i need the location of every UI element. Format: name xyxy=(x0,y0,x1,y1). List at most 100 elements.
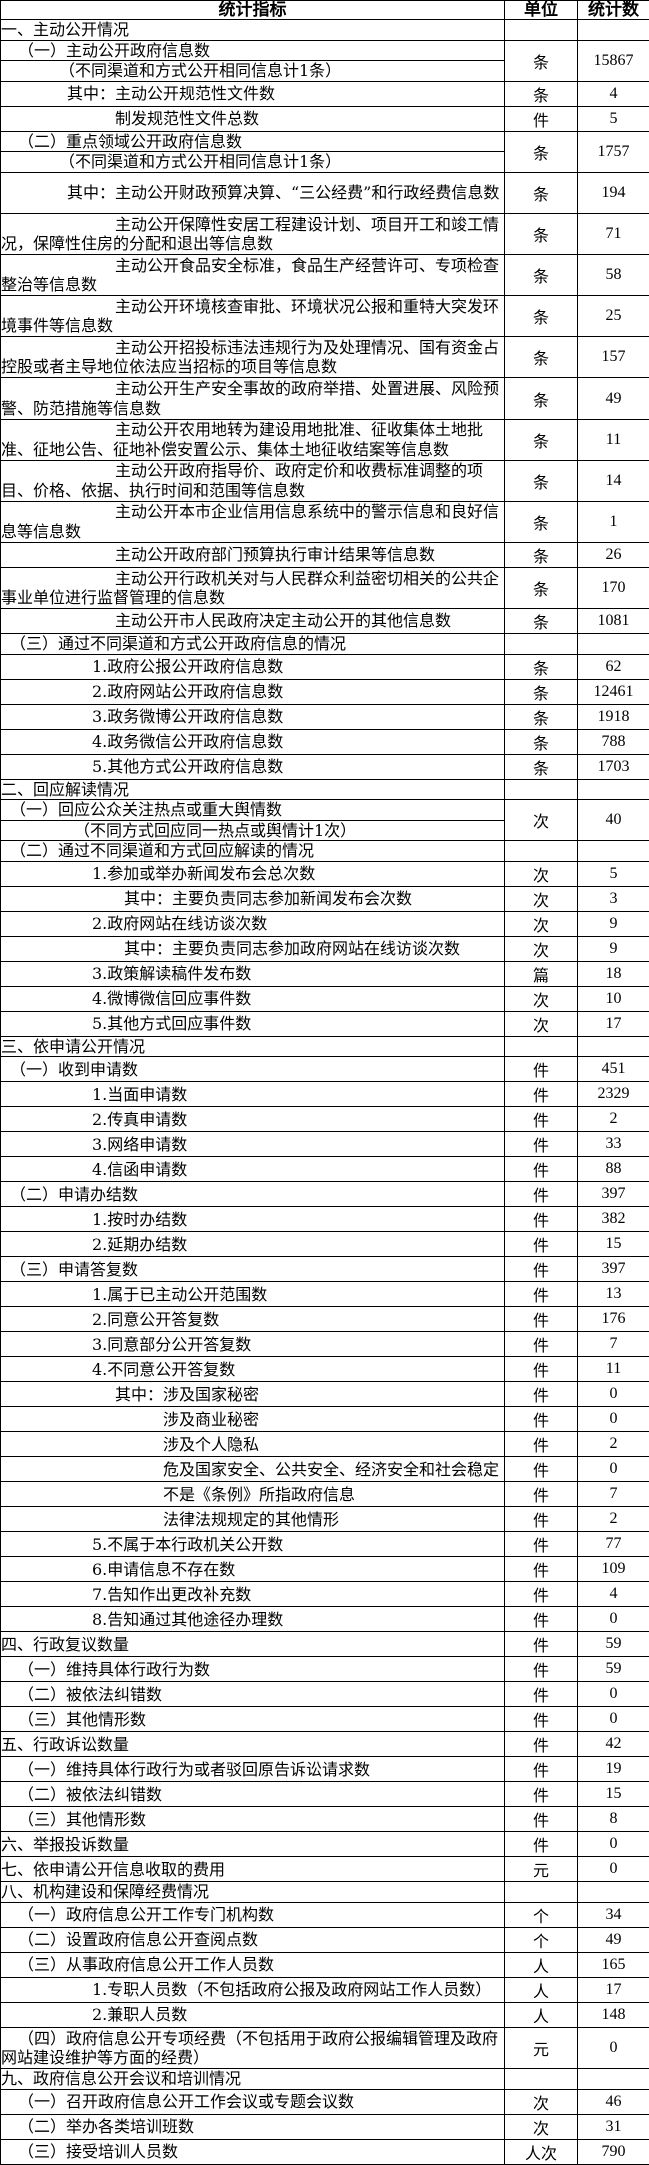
indicator-label: （一）主动公开政府信息数 xyxy=(1,40,505,61)
count-cell: 2 xyxy=(578,1432,649,1457)
count-cell: 15 xyxy=(578,1782,649,1807)
unit-cell: 件 xyxy=(505,1582,578,1607)
count-cell: 59 xyxy=(578,1657,649,1682)
indicator-label: 1.政府公报公开政府信息数 xyxy=(1,654,505,679)
unit-cell: 件 xyxy=(505,1457,578,1482)
unit-cell: 件 xyxy=(505,1432,578,1457)
count-cell: 1757 xyxy=(578,131,649,172)
table-row: （二）通过不同渠道和方式回应解读的情况 xyxy=(1,841,649,862)
indicator-label: 其中：主要负责同志参加政府网站在线访谈次数 xyxy=(1,936,505,961)
unit-cell xyxy=(505,634,578,655)
count-cell: 9 xyxy=(578,911,649,936)
indicator-label: 5.不属于本行政机关公开数 xyxy=(1,1532,505,1557)
indicator-label: 四、行政复议数量 xyxy=(1,1632,505,1657)
indicator-label: 主动公开农用地转为建设用地批准、征收集体土地批准、征地公告、征地补偿安置公示、集… xyxy=(1,419,505,460)
indicator-label: 五、行政诉讼数量 xyxy=(1,1732,505,1757)
indicator-label: （一）维持具体行政行为数 xyxy=(1,1657,505,1682)
indicator-label: 2.同意公开答复数 xyxy=(1,1307,505,1332)
indicator-label: 九、政府信息公开会议和培训情况 xyxy=(1,2069,505,2090)
unit-cell: 件 xyxy=(505,1357,578,1382)
unit-cell: 次 xyxy=(505,911,578,936)
count-cell: 0 xyxy=(578,1707,649,1732)
unit-cell: 件 xyxy=(505,1232,578,1257)
indicator-label: （三）其他情形数 xyxy=(1,1807,505,1832)
unit-cell: 件 xyxy=(505,1482,578,1507)
count-cell: 26 xyxy=(578,542,649,567)
unit-cell: 件 xyxy=(505,1807,578,1832)
count-cell: 148 xyxy=(578,2003,649,2028)
unit-cell: 件 xyxy=(505,1132,578,1157)
section-row: 一、主动公开情况 xyxy=(1,20,649,41)
indicator-label: 主动公开本市企业信用信息系统中的警示信息和良好信息等信息数 xyxy=(1,501,505,542)
indicator-label: 主动公开食品安全标准，食品生产经营许可、专项检查整治等信息数 xyxy=(1,255,505,296)
unit-cell: 条 xyxy=(505,754,578,779)
indicator-label: （四）政府信息公开专项经费（不包括用于政府公报编辑管理及政府网站建设维护等方面的… xyxy=(1,2028,505,2069)
indicator-label: 2.传真申请数 xyxy=(1,1107,505,1132)
indicator-label: （一）政府信息公开工作专门机构数 xyxy=(1,1903,505,1928)
count-cell: 165 xyxy=(578,1953,649,1978)
unit-cell: 件 xyxy=(505,1382,578,1407)
header-count: 统计数 xyxy=(578,1,649,20)
count-cell: 31 xyxy=(578,2114,649,2139)
indicator-label: （二）举办各类培训班数 xyxy=(1,2114,505,2139)
count-cell: 0 xyxy=(578,1857,649,1882)
header-unit: 单位 xyxy=(505,1,578,20)
indicator-label: （一）收到申请数 xyxy=(1,1057,505,1082)
count-cell: 15867 xyxy=(578,40,649,81)
unit-cell: 条 xyxy=(505,40,578,81)
unit-cell: 次 xyxy=(505,2089,578,2114)
unit-cell: 件 xyxy=(505,1832,578,1857)
indicator-label: 8.告知通过其他途径办理数 xyxy=(1,1607,505,1632)
unit-cell xyxy=(505,20,578,41)
count-cell: 11 xyxy=(578,1357,649,1382)
count-cell: 397 xyxy=(578,1257,649,1282)
indicator-note: （不同方式回应同一热点或舆情计1次） xyxy=(1,820,505,841)
count-cell: 59 xyxy=(578,1632,649,1657)
indicator-label: （三）申请答复数 xyxy=(1,1257,505,1282)
indicator-note: （不同渠道和方式公开相同信息计1条） xyxy=(1,61,505,82)
indicator-label: 主动公开招投标违法违规行为及处理情况、国有资金占控股或者主导地位依法应当招标的项… xyxy=(1,337,505,378)
unit-cell: 条 xyxy=(505,729,578,754)
indicator-label: 法律法规规定的其他情形 xyxy=(1,1507,505,1532)
unit-cell xyxy=(505,2069,578,2090)
unit-cell: 件 xyxy=(505,1057,578,1082)
table-row: （三）通过不同渠道和方式公开政府信息的情况 xyxy=(1,634,649,655)
unit-cell: 条 xyxy=(505,542,578,567)
unit-cell: 件 xyxy=(505,1507,578,1532)
indicator-label: （一）维持具体行政行为或者驳回原告诉讼请求数 xyxy=(1,1757,505,1782)
section-row: 八、机构建设和保障经费情况 xyxy=(1,1882,649,1903)
unit-cell: 条 xyxy=(505,609,578,634)
unit-cell: 条 xyxy=(505,679,578,704)
count-cell: 0 xyxy=(578,1407,649,1432)
unit-cell: 件 xyxy=(505,1707,578,1732)
unit-cell: 条 xyxy=(505,296,578,337)
count-cell: 49 xyxy=(578,378,649,419)
count-cell: 382 xyxy=(578,1207,649,1232)
indicator-label: （二）通过不同渠道和方式回应解读的情况 xyxy=(1,841,505,862)
unit-cell: 人 xyxy=(505,1953,578,1978)
section-row: 九、政府信息公开会议和培训情况 xyxy=(1,2069,649,2090)
indicator-label: 危及国家安全、公共安全、经济安全和社会稳定 xyxy=(1,1457,505,1482)
count-cell: 451 xyxy=(578,1057,649,1082)
count-cell: 9 xyxy=(578,936,649,961)
indicator-label: （三）通过不同渠道和方式公开政府信息的情况 xyxy=(1,634,505,655)
